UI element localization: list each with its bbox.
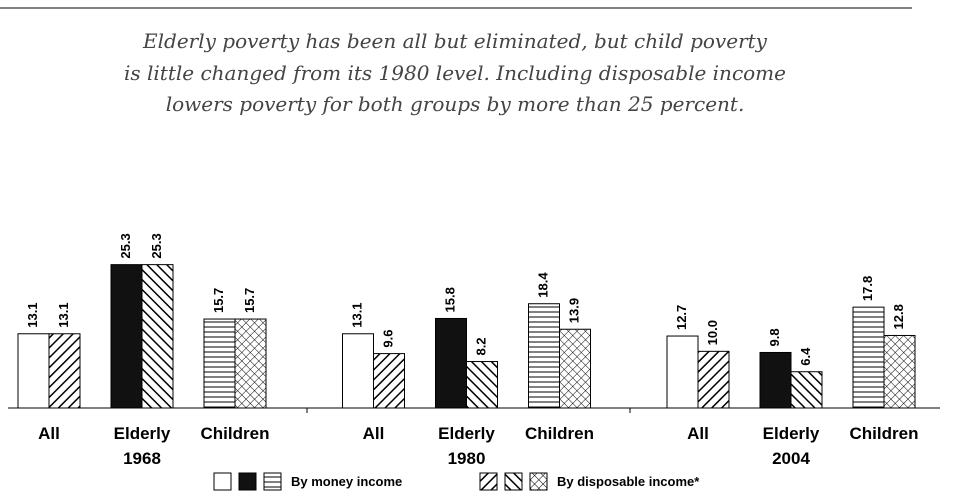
bar	[48, 333, 81, 409]
value-label: 12.7	[674, 305, 689, 330]
legend-swatch	[529, 472, 548, 491]
legend-swatch	[263, 472, 282, 491]
bar	[759, 351, 792, 409]
group-label: 2004	[772, 449, 810, 468]
value-label: 13.1	[56, 302, 71, 327]
x-tick-label: All	[38, 424, 60, 443]
x-tick-label: All	[363, 424, 385, 443]
value-label: 18.4	[535, 272, 550, 298]
bar	[852, 306, 885, 409]
chart-title: Elderly poverty has been all but elimina…	[142, 29, 768, 53]
legend-label: By disposable income*	[557, 474, 700, 489]
legend-swatch	[213, 472, 232, 491]
x-tick-label: Children	[525, 424, 594, 443]
chart-title: lowers poverty for both groups by more t…	[166, 92, 745, 116]
bar	[559, 328, 591, 409]
x-tick-label: All	[687, 424, 709, 443]
value-label: 13.1	[349, 302, 364, 327]
bar	[234, 318, 267, 409]
value-label: 8.2	[473, 337, 488, 355]
x-tick-label: Elderly	[763, 424, 820, 443]
value-label: 17.8	[860, 276, 875, 301]
bar	[373, 353, 405, 409]
bar	[697, 350, 730, 409]
x-tick-label: Elderly	[114, 424, 171, 443]
value-label: 15.7	[242, 288, 257, 313]
value-label: 15.7	[211, 288, 226, 313]
x-tick-label: Elderly	[438, 424, 495, 443]
bar	[790, 371, 823, 409]
bar	[666, 335, 699, 409]
bar	[528, 303, 560, 409]
value-label: 25.3	[118, 233, 133, 258]
group-label: 1968	[123, 449, 161, 468]
legend-swatch	[504, 472, 523, 491]
legend-label: By money income	[291, 474, 402, 489]
bar	[17, 333, 50, 409]
bar	[203, 318, 236, 409]
value-label: 10.0	[705, 320, 720, 345]
chart-title: is little changed from its 1980 level. I…	[124, 61, 786, 85]
bar	[435, 317, 467, 409]
value-label: 12.8	[891, 304, 906, 329]
value-label: 9.8	[767, 328, 782, 346]
value-label: 25.3	[149, 233, 164, 258]
value-label: 9.6	[380, 330, 395, 348]
bar	[466, 361, 498, 409]
x-tick-label: Children	[850, 424, 919, 443]
bar	[141, 264, 174, 409]
bar	[342, 333, 374, 409]
legend-swatch	[238, 472, 257, 491]
bar	[883, 334, 916, 409]
value-label: 13.9	[566, 298, 581, 323]
group-label: 1980	[448, 449, 486, 468]
bar	[110, 264, 143, 409]
legend-swatch	[479, 472, 498, 491]
x-tick-label: Children	[201, 424, 270, 443]
value-label: 15.8	[442, 287, 457, 312]
value-label: 6.4	[798, 347, 813, 366]
value-label: 13.1	[25, 302, 40, 327]
